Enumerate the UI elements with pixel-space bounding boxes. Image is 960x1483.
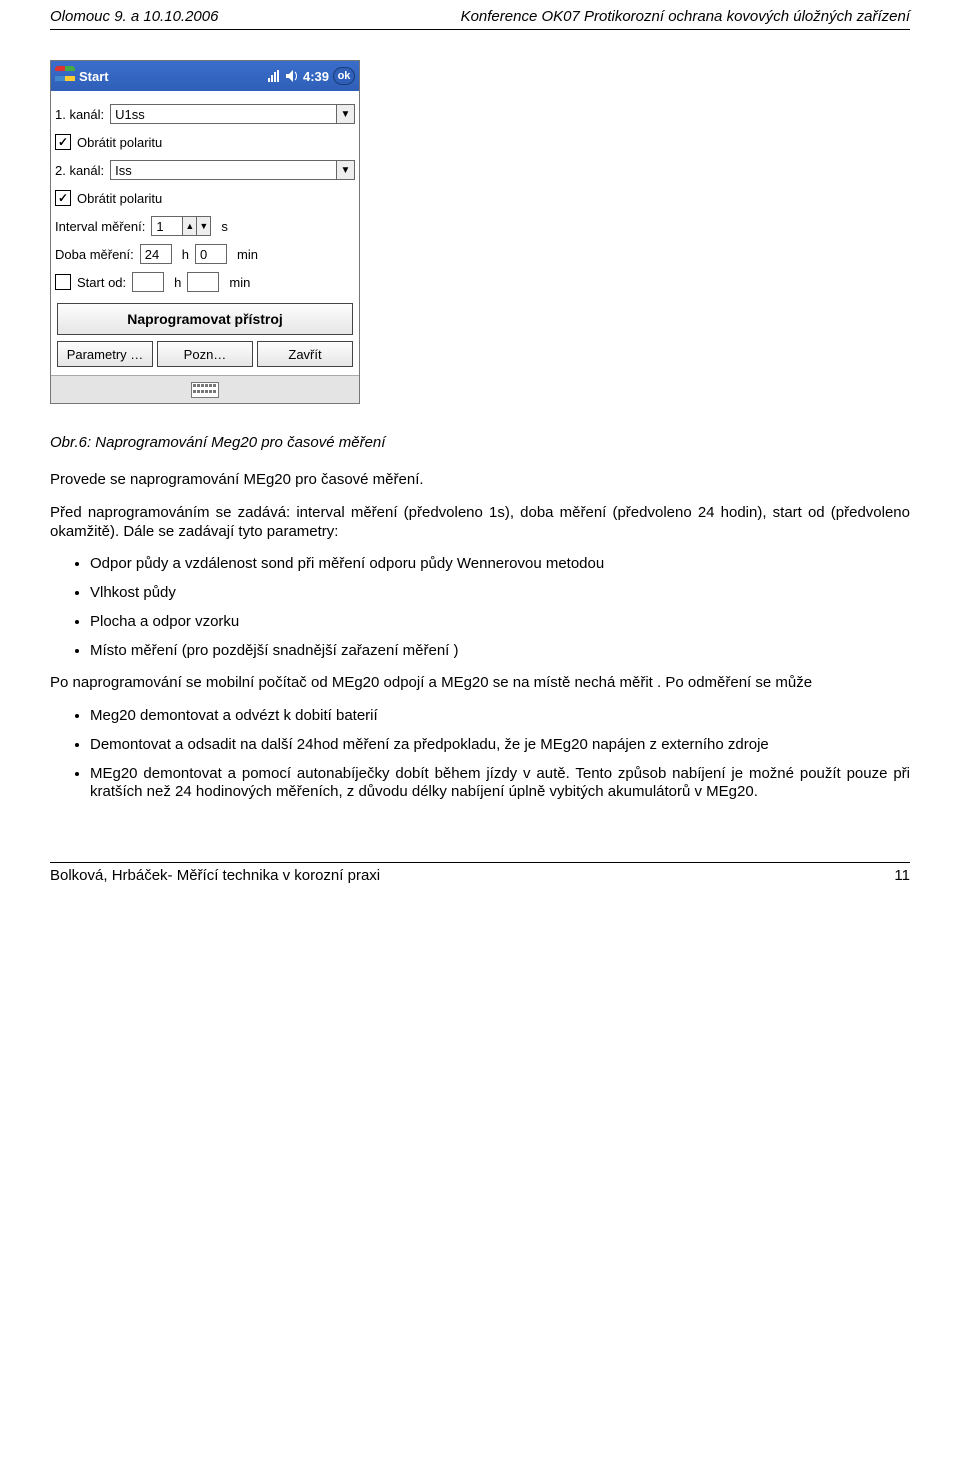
duration-min-unit: min: [237, 247, 258, 262]
pda-titlebar: Start 4:39 ok: [51, 61, 359, 91]
duration-row: Doba měření: h min: [55, 243, 355, 265]
program-device-button[interactable]: Naprogramovat přístroj: [57, 303, 353, 335]
channel1-dropdown-icon[interactable]: ▼: [337, 104, 355, 124]
signal-icon: [267, 69, 281, 83]
pda-body: 1. kanál: ▼ ✓ Obrátit polaritu 2. kanál:…: [51, 91, 359, 375]
channel1-label: 1. kanál:: [55, 107, 104, 122]
channel2-row: 2. kanál: ▼: [55, 159, 355, 181]
close-button[interactable]: Zavřít: [257, 341, 353, 367]
channel1-row: 1. kanál: ▼: [55, 103, 355, 125]
duration-h-input[interactable]: [140, 244, 172, 264]
pda-window: Start 4:39 ok 1. kanál: ▼ ✓ Obrátit pola…: [50, 60, 360, 404]
list-item: Odpor půdy a vzdálenost sond při měření …: [90, 555, 910, 574]
startfrom-row: Start od: h min: [55, 271, 355, 293]
action-list: Meg20 demontovat a odvézt k dobití bater…: [90, 707, 910, 802]
footer-left: Bolková, Hrbáček- Měřící technika v koro…: [50, 867, 380, 884]
channel2-input[interactable]: [110, 160, 337, 180]
pda-bottombar: [51, 375, 359, 403]
startfrom-h-unit: h: [174, 275, 181, 290]
list-item: Meg20 demontovat a odvézt k dobití bater…: [90, 707, 910, 726]
pda-clock[interactable]: 4:39: [303, 69, 329, 84]
channel2-combo[interactable]: ▼: [110, 160, 355, 180]
channel2-polarity-row[interactable]: ✓ Obrátit polaritu: [55, 187, 355, 209]
channel2-polarity-checkbox[interactable]: ✓: [55, 190, 71, 206]
paragraph-after: Po naprogramování se mobilní počítač od …: [50, 674, 910, 693]
duration-h-unit: h: [182, 247, 189, 262]
startfrom-h-input[interactable]: [132, 272, 164, 292]
paragraph-intro: Provede se naprogramování MEg20 pro časo…: [50, 471, 910, 490]
parameters-button[interactable]: Parametry …: [57, 341, 153, 367]
windows-flag-icon: [55, 66, 75, 86]
page-number: 11: [894, 867, 910, 884]
channel1-combo[interactable]: ▼: [110, 104, 355, 124]
channel1-polarity-label: Obrátit polaritu: [77, 135, 162, 150]
ok-button[interactable]: ok: [333, 67, 355, 85]
interval-up-icon[interactable]: ▲: [183, 216, 197, 236]
channel2-polarity-label: Obrátit polaritu: [77, 191, 162, 206]
interval-down-icon[interactable]: ▼: [197, 216, 211, 236]
list-item: Plocha a odpor vzorku: [90, 613, 910, 632]
duration-label: Doba měření:: [55, 247, 134, 262]
list-item: Vlhkost půdy: [90, 584, 910, 603]
header-left: Olomouc 9. a 10.10.2006: [50, 8, 218, 25]
pda-status-icons[interactable]: [267, 69, 299, 83]
paragraph-params-intro: Před naprogramováním se zadává: interval…: [50, 504, 910, 542]
duration-min-input[interactable]: [195, 244, 227, 264]
speaker-icon: [285, 69, 299, 83]
keyboard-icon[interactable]: [191, 382, 219, 398]
header-right: Konference OK07 Protikorozní ochrana kov…: [461, 8, 910, 25]
startfrom-checkbox[interactable]: [55, 274, 71, 290]
list-item: Místo měření (pro pozdější snadnější zař…: [90, 642, 910, 661]
interval-input[interactable]: [151, 216, 183, 236]
list-item: MEg20 demontovat a pomocí autonabíječky …: [90, 765, 910, 803]
notes-button[interactable]: Pozn…: [157, 341, 253, 367]
startfrom-min-input[interactable]: [187, 272, 219, 292]
channel1-polarity-row[interactable]: ✓ Obrátit polaritu: [55, 131, 355, 153]
channel1-polarity-checkbox[interactable]: ✓: [55, 134, 71, 150]
interval-spinner[interactable]: ▲ ▼: [151, 216, 211, 236]
interval-unit: s: [221, 219, 228, 234]
channel2-dropdown-icon[interactable]: ▼: [337, 160, 355, 180]
startfrom-label: Start od:: [77, 275, 126, 290]
figure-caption: Obr.6: Naprogramování Meg20 pro časové m…: [50, 434, 910, 451]
list-item: Demontovat a odsadit na další 24hod měře…: [90, 736, 910, 755]
page-header: Olomouc 9. a 10.10.2006 Konference OK07 …: [0, 0, 960, 29]
interval-row: Interval měření: ▲ ▼ s: [55, 215, 355, 237]
parameter-list: Odpor půdy a vzdálenost sond při měření …: [90, 555, 910, 660]
bottom-button-row: Parametry … Pozn… Zavřít: [55, 341, 355, 371]
page-footer: Bolková, Hrbáček- Měřící technika v koro…: [0, 863, 960, 904]
pda-title[interactable]: Start: [79, 69, 263, 84]
header-rule: [50, 29, 910, 30]
channel1-input[interactable]: [110, 104, 337, 124]
startfrom-min-unit: min: [229, 275, 250, 290]
channel2-label: 2. kanál:: [55, 163, 104, 178]
interval-label: Interval měření:: [55, 219, 145, 234]
